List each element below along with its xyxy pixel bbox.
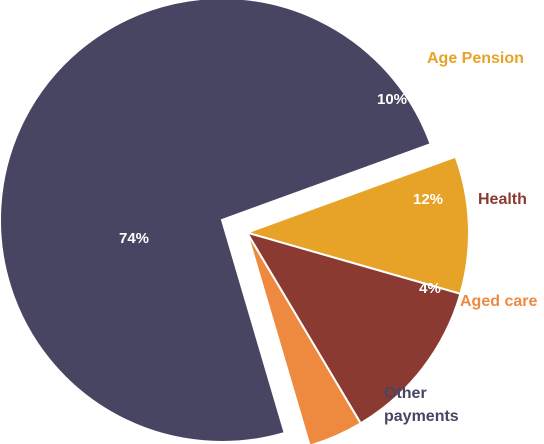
category-label-other-payments-line-2: payments (384, 408, 459, 425)
category-label-health: Health (478, 191, 527, 208)
pie-slices (0, 0, 470, 444)
slice-value-label-health: 12% (413, 191, 443, 208)
pie-labels: 10% 12% 4% 74% Age Pension Health Aged c… (119, 50, 537, 425)
pie-slice-age-pension (243, 155, 470, 296)
category-label-aged-care: Aged care (460, 293, 537, 310)
pie-slice-other-payments (0, 0, 432, 443)
slice-value-label-other-payments: 74% (119, 230, 149, 247)
pie-slice-aged-care (246, 232, 363, 444)
category-label-other-payments: Other payments (384, 385, 459, 425)
category-label-age-pension: Age Pension (427, 50, 524, 67)
pie-slice-health (244, 230, 462, 425)
slice-value-label-aged-care: 4% (419, 280, 441, 297)
slice-value-label-age-pension: 10% (377, 91, 407, 108)
category-label-other-payments-line-1: Other (384, 385, 427, 402)
